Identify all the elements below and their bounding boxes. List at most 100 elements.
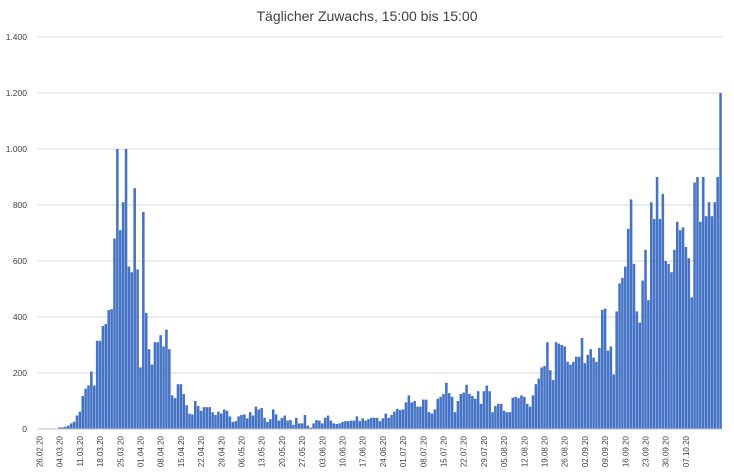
bar: [387, 417, 390, 429]
x-tick-label: 20.05.20: [278, 435, 287, 467]
bar: [147, 349, 151, 429]
bar: [277, 420, 281, 429]
bar: [621, 277, 624, 429]
bar: [355, 416, 359, 429]
bar: [655, 177, 659, 429]
x-tick-label: 12.08.20: [520, 435, 529, 467]
bar: [710, 216, 714, 429]
bar: [401, 409, 405, 429]
bar: [586, 354, 590, 429]
y-tick-label: 200: [13, 368, 27, 378]
bar: [306, 425, 310, 429]
bar: [84, 388, 87, 429]
bar: [228, 416, 232, 429]
bar: [661, 193, 665, 429]
x-tick-label: 27.05.20: [298, 435, 307, 467]
bar: [525, 403, 529, 429]
bar: [635, 311, 639, 429]
bar: [162, 346, 165, 429]
bar: [433, 409, 437, 429]
bar: [580, 338, 584, 429]
bar: [687, 258, 691, 429]
bar: [670, 272, 673, 429]
bar: [407, 395, 411, 429]
x-tick-label: 11.03.20: [76, 435, 85, 466]
bar: [419, 406, 422, 429]
bar: [292, 424, 295, 429]
bar: [87, 385, 90, 429]
bar: [690, 297, 693, 429]
bar: [442, 394, 445, 429]
bar: [445, 382, 448, 429]
bar: [370, 417, 373, 429]
bar: [231, 422, 235, 429]
bar: [61, 427, 64, 429]
bar: [121, 202, 125, 429]
bar: [644, 249, 647, 429]
y-tick-label: 600: [13, 256, 27, 266]
bar: [598, 347, 601, 429]
bar: [271, 409, 275, 429]
bar: [248, 412, 252, 429]
bar: [185, 405, 188, 429]
bar: [436, 398, 439, 429]
chart-title: Täglicher Zuwachs, 15:00 bis 15:00: [256, 8, 477, 24]
bar: [326, 415, 330, 429]
bar: [237, 416, 240, 429]
bar: [471, 395, 474, 429]
bar: [346, 421, 350, 429]
x-tick-label: 01.07.20: [399, 435, 408, 467]
x-tick-label: 25.03.20: [116, 435, 125, 467]
bar: [523, 396, 526, 429]
bar: [569, 364, 572, 429]
y-tick-label: 400: [13, 312, 27, 322]
bar: [208, 407, 211, 429]
bar: [182, 394, 186, 429]
bar: [716, 177, 719, 429]
bar: [332, 423, 336, 429]
bar: [269, 419, 272, 429]
bar: [361, 418, 364, 429]
bar: [537, 378, 541, 429]
bar: [453, 412, 457, 429]
bar: [329, 420, 333, 429]
bar: [274, 414, 278, 429]
y-axis-tick-labels: 0 200 400 600 800 1.000 1.200 1.400: [6, 32, 28, 434]
bar: [245, 418, 249, 429]
x-tick-label: 26.02.20: [35, 435, 44, 467]
bar: [101, 325, 105, 429]
bar: [199, 410, 203, 429]
bar: [583, 363, 587, 429]
bar: [124, 149, 128, 429]
x-tick-label: 01.04.20: [136, 435, 145, 467]
bar: [176, 384, 180, 429]
bar: [572, 361, 575, 429]
bar: [214, 415, 217, 429]
bar: [107, 310, 110, 429]
bar: [678, 230, 682, 429]
bar: [191, 414, 194, 429]
bar: [447, 393, 451, 429]
bar: [534, 384, 538, 429]
bar: [225, 410, 229, 429]
bar: [704, 216, 708, 429]
bar: [696, 177, 699, 429]
bar: [222, 409, 226, 429]
bar: [479, 403, 483, 429]
x-tick-label: 04.03.20: [56, 435, 65, 467]
bar: [520, 395, 523, 429]
x-tick-label: 10.06.20: [338, 435, 347, 467]
bar: [170, 395, 174, 429]
bar: [136, 269, 139, 429]
bar: [592, 357, 595, 429]
bar: [652, 219, 656, 429]
bar: [632, 263, 636, 429]
bar: [494, 406, 497, 429]
y-tick-label: 1.400: [6, 32, 28, 42]
x-tick-label: 18.03.20: [96, 435, 105, 467]
bar: [315, 420, 318, 429]
bar: [211, 412, 214, 429]
bar: [280, 417, 284, 429]
x-tick-label: 08.07.20: [419, 435, 428, 467]
